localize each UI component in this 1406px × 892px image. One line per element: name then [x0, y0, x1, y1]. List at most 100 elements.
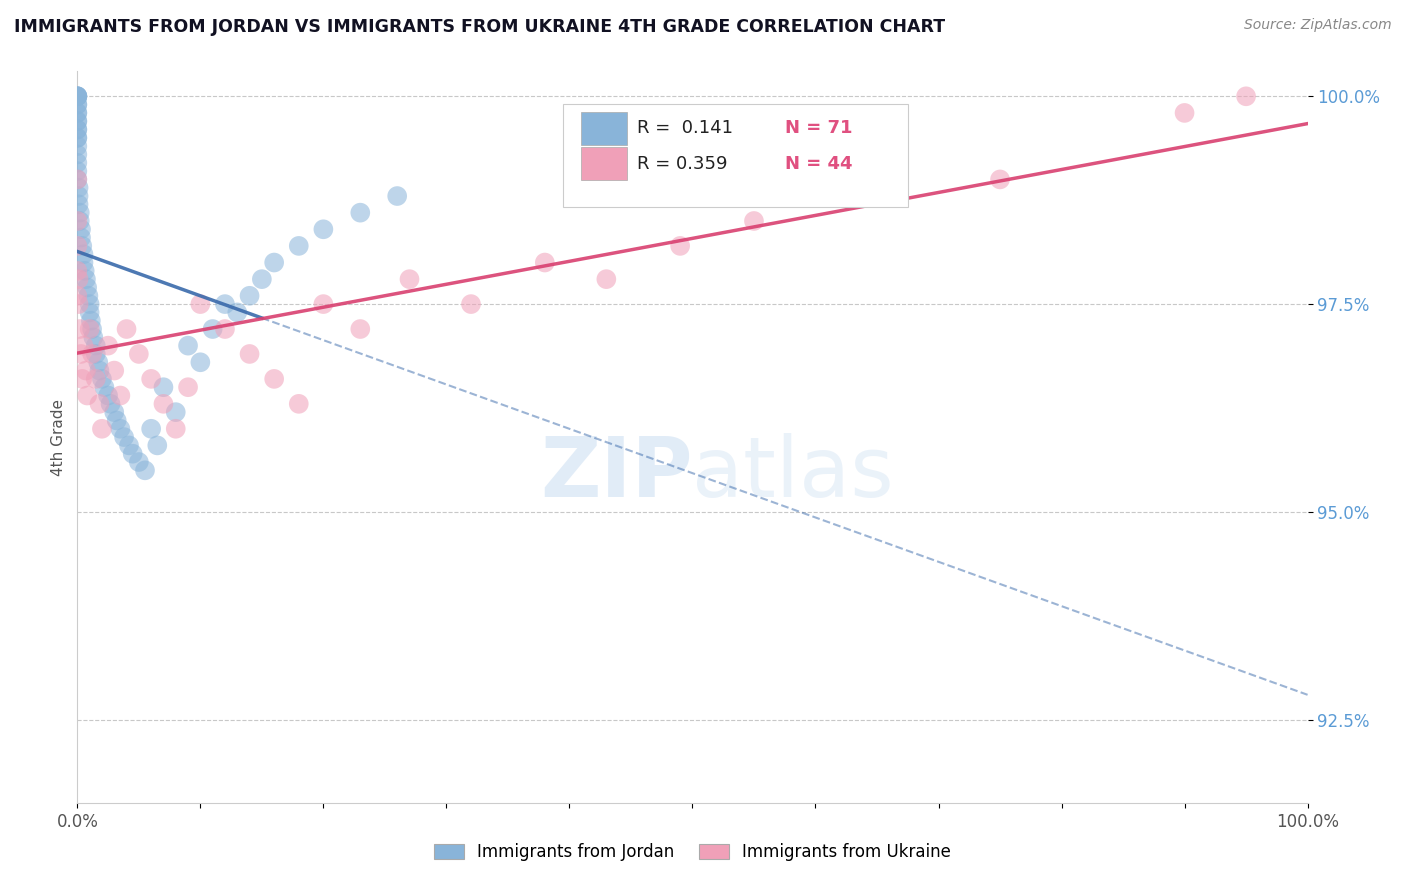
Point [152, 380, 174, 394]
Point [214, 322, 236, 336]
Text: N = 44: N = 44 [785, 154, 852, 172]
Point [72, 339, 94, 353]
Point [70, 347, 93, 361]
Point [263, 372, 285, 386]
Point [67, 197, 90, 211]
Point [866, 189, 889, 203]
Point [69, 205, 91, 219]
Point [90, 422, 114, 436]
Point [146, 438, 169, 452]
Point [70, 222, 93, 236]
Point [118, 438, 141, 452]
Point [66, 89, 89, 103]
Point [201, 322, 224, 336]
FancyBboxPatch shape [581, 147, 627, 179]
Point [288, 397, 311, 411]
Point [66, 89, 89, 103]
Point [188, 297, 212, 311]
Point [128, 455, 150, 469]
Point [66, 239, 89, 253]
Point [66, 89, 89, 103]
Point [77, 289, 100, 303]
Point [669, 239, 692, 253]
FancyBboxPatch shape [581, 112, 627, 145]
Point [67, 272, 90, 286]
Point [66, 122, 89, 136]
Point [177, 339, 200, 353]
Point [1174, 106, 1197, 120]
Point [312, 297, 335, 311]
Point [226, 305, 249, 319]
Point [69, 214, 91, 228]
Text: ZIP: ZIP [540, 434, 693, 514]
Point [112, 430, 135, 444]
Point [988, 172, 1011, 186]
Point [97, 339, 120, 353]
Point [66, 214, 89, 228]
Point [1234, 89, 1257, 103]
Point [84, 372, 107, 386]
Point [165, 405, 187, 419]
Point [66, 164, 89, 178]
Point [214, 297, 236, 311]
Point [97, 388, 120, 402]
Point [89, 363, 111, 377]
Point [67, 180, 90, 194]
Point [72, 247, 94, 261]
Point [87, 355, 110, 369]
Point [84, 347, 107, 361]
Point [103, 405, 125, 419]
Legend: Immigrants from Jordan, Immigrants from Ukraine: Immigrants from Jordan, Immigrants from … [427, 837, 957, 868]
FancyBboxPatch shape [564, 104, 908, 207]
Point [79, 305, 101, 319]
Point [66, 97, 89, 112]
Point [80, 314, 103, 328]
Point [66, 289, 89, 303]
Point [103, 363, 125, 377]
Text: N = 71: N = 71 [785, 120, 852, 137]
Text: R = 0.359: R = 0.359 [637, 154, 727, 172]
Point [141, 422, 163, 436]
Point [66, 172, 89, 186]
Point [76, 388, 98, 402]
Point [66, 264, 89, 278]
Point [349, 322, 371, 336]
Point [89, 397, 111, 411]
Point [128, 347, 150, 361]
Point [66, 172, 89, 186]
Point [82, 330, 104, 344]
Point [288, 239, 311, 253]
Point [93, 380, 115, 394]
Point [76, 280, 98, 294]
Text: atlas: atlas [693, 434, 894, 514]
Point [82, 347, 104, 361]
Point [460, 297, 482, 311]
Point [67, 189, 90, 203]
Point [75, 363, 97, 377]
Point [398, 272, 420, 286]
Point [66, 106, 89, 120]
Point [70, 239, 93, 253]
Text: Source: ZipAtlas.com: Source: ZipAtlas.com [1244, 18, 1392, 32]
Point [385, 189, 409, 203]
Point [534, 255, 557, 269]
Point [141, 372, 163, 386]
Point [110, 422, 132, 436]
Point [66, 89, 89, 103]
Point [66, 131, 89, 145]
Point [121, 447, 143, 461]
Point [312, 222, 335, 236]
Y-axis label: 4th Grade: 4th Grade [51, 399, 66, 475]
Point [66, 97, 89, 112]
Point [115, 322, 138, 336]
Point [177, 380, 200, 394]
Point [110, 388, 132, 402]
Text: R =  0.141: R = 0.141 [637, 120, 733, 137]
Point [72, 255, 94, 269]
Point [79, 297, 101, 311]
Text: IMMIGRANTS FROM JORDAN VS IMMIGRANTS FROM UKRAINE 4TH GRADE CORRELATION CHART: IMMIGRANTS FROM JORDAN VS IMMIGRANTS FRO… [14, 18, 945, 36]
Point [66, 131, 89, 145]
Point [66, 106, 89, 120]
Point [66, 114, 89, 128]
Point [70, 230, 93, 244]
